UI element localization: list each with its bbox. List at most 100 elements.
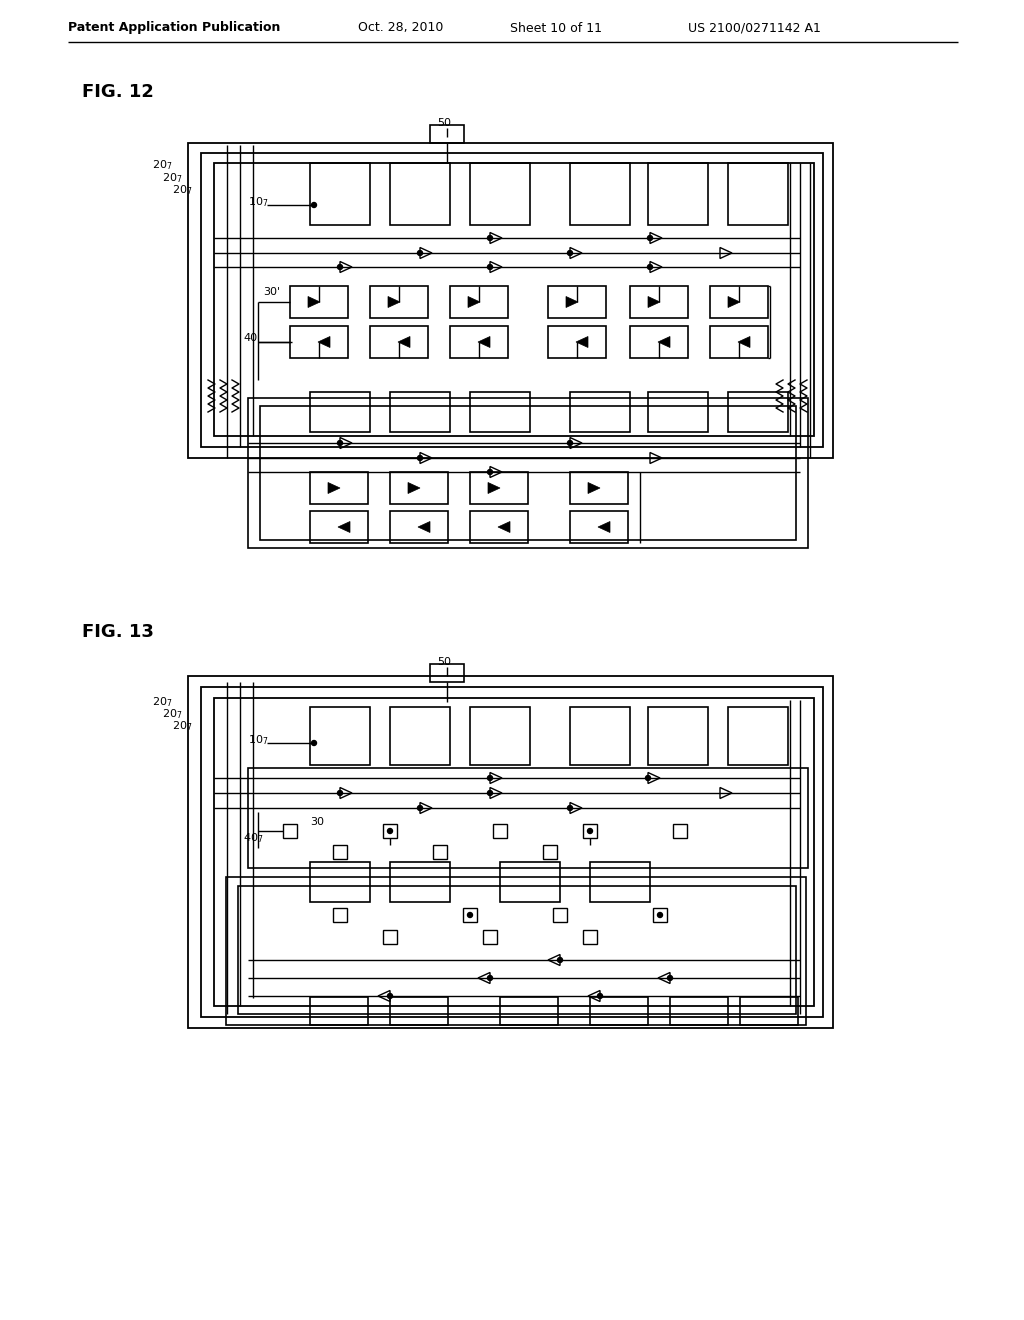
Bar [383, 824, 397, 838]
Text: Oct. 28, 2010: Oct. 28, 2010 [358, 21, 443, 34]
Bar [590, 862, 650, 902]
Polygon shape [575, 337, 588, 347]
Bar [430, 125, 464, 143]
Bar [648, 708, 708, 766]
Text: Patent Application Publication: Patent Application Publication [68, 21, 281, 34]
Bar [201, 153, 823, 447]
Circle shape [647, 264, 652, 269]
Circle shape [418, 805, 423, 810]
Text: 20$_7$: 20$_7$ [152, 696, 172, 709]
Bar [310, 997, 368, 1026]
Bar [390, 862, 450, 902]
Polygon shape [328, 483, 340, 494]
Bar [390, 162, 450, 224]
Polygon shape [658, 337, 670, 347]
Circle shape [597, 994, 602, 998]
Text: 40$_7$: 40$_7$ [243, 832, 263, 845]
Bar [740, 997, 798, 1026]
Bar [214, 162, 814, 436]
Bar [673, 824, 687, 838]
Bar [728, 162, 788, 224]
Bar [248, 399, 808, 548]
Text: FIG. 12: FIG. 12 [82, 83, 154, 102]
Bar [226, 876, 806, 1026]
Circle shape [418, 251, 423, 256]
Polygon shape [418, 521, 430, 532]
Text: 40: 40 [243, 333, 257, 343]
Polygon shape [728, 297, 740, 308]
Bar [648, 162, 708, 224]
Circle shape [645, 776, 650, 780]
Circle shape [487, 470, 493, 474]
Circle shape [487, 264, 493, 269]
Polygon shape [598, 521, 610, 532]
Bar [548, 326, 606, 358]
Polygon shape [468, 297, 480, 308]
Circle shape [557, 957, 562, 962]
Polygon shape [488, 483, 500, 494]
Bar [493, 824, 507, 838]
Bar [570, 708, 630, 766]
Bar [470, 708, 530, 766]
Bar [290, 286, 348, 318]
Bar [500, 997, 558, 1026]
Bar [390, 708, 450, 766]
Polygon shape [478, 337, 490, 347]
Polygon shape [738, 337, 750, 347]
Circle shape [487, 975, 493, 981]
Polygon shape [388, 297, 400, 308]
Bar [188, 676, 833, 1028]
Polygon shape [408, 483, 420, 494]
Circle shape [338, 441, 342, 446]
Bar [290, 326, 348, 358]
Text: FIG. 13: FIG. 13 [82, 623, 154, 642]
Bar [390, 473, 449, 504]
Bar [188, 143, 833, 458]
Bar [553, 908, 567, 921]
Circle shape [668, 975, 673, 981]
Bar [470, 392, 530, 432]
Circle shape [418, 455, 423, 461]
Text: 50: 50 [437, 657, 451, 667]
Bar [248, 768, 808, 869]
Bar [548, 286, 606, 318]
Circle shape [647, 235, 652, 240]
Bar [450, 326, 508, 358]
Circle shape [338, 264, 342, 269]
Bar [383, 931, 397, 944]
Circle shape [487, 235, 493, 240]
Bar [390, 997, 449, 1026]
Circle shape [387, 994, 392, 998]
Bar [310, 708, 370, 766]
Circle shape [487, 776, 493, 780]
Bar [590, 997, 648, 1026]
Circle shape [487, 791, 493, 796]
Bar [201, 686, 823, 1016]
Bar [214, 698, 814, 1006]
Bar [310, 511, 368, 543]
Bar [710, 286, 768, 318]
Circle shape [567, 805, 572, 810]
Bar [670, 997, 728, 1026]
Bar [543, 845, 557, 859]
Bar [430, 664, 464, 682]
Polygon shape [648, 297, 660, 308]
Circle shape [338, 791, 342, 796]
Text: US 2100/0271142 A1: US 2100/0271142 A1 [688, 21, 821, 34]
Bar [370, 286, 428, 318]
Polygon shape [318, 337, 330, 347]
Bar [450, 286, 508, 318]
Bar [390, 511, 449, 543]
Text: 10$_7$: 10$_7$ [248, 195, 268, 209]
Circle shape [657, 912, 663, 917]
Text: Sheet 10 of 11: Sheet 10 of 11 [510, 21, 602, 34]
Bar [570, 162, 630, 224]
Bar [653, 908, 667, 921]
Bar [238, 886, 796, 1014]
Circle shape [387, 829, 392, 833]
Text: 20$_7$: 20$_7$ [152, 158, 172, 172]
Circle shape [311, 202, 316, 207]
Bar [310, 392, 370, 432]
Text: 30: 30 [310, 817, 324, 828]
Circle shape [567, 251, 572, 256]
